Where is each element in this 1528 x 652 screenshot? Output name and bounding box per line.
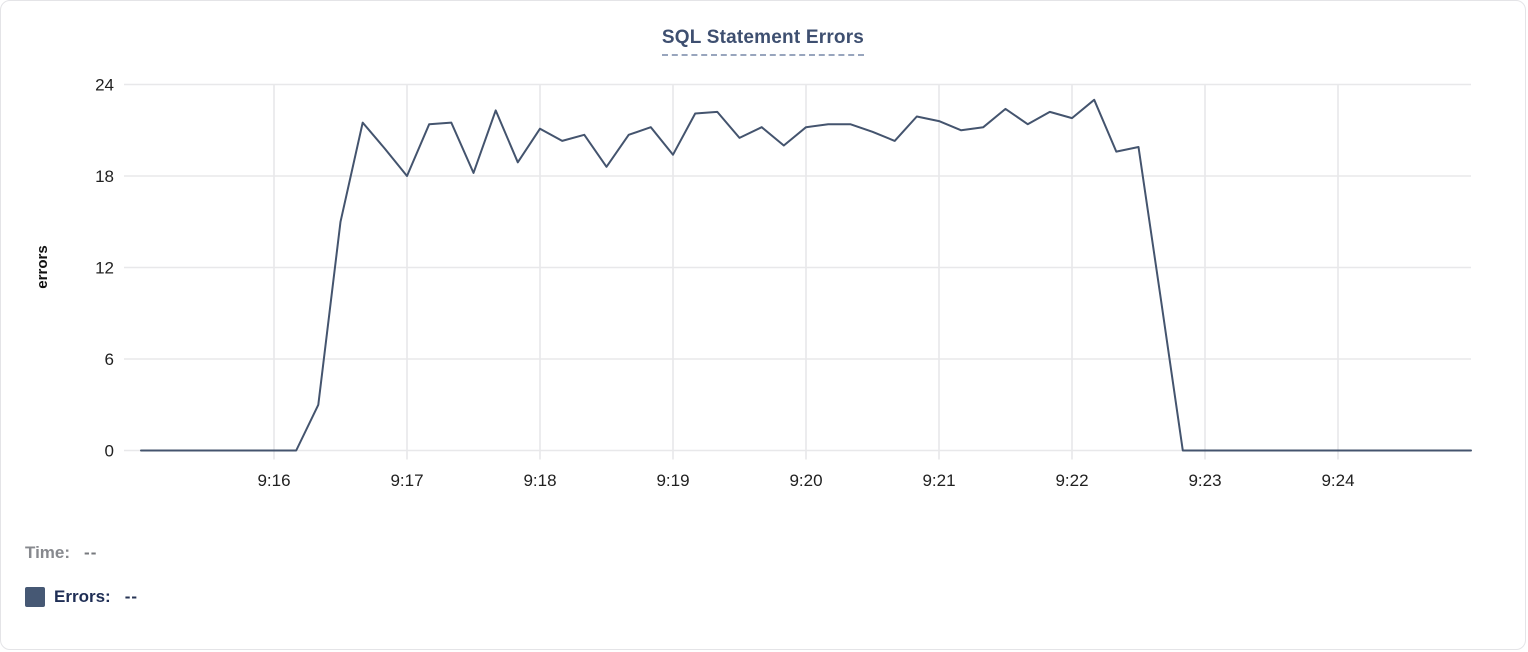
y-tick-label: 6 bbox=[105, 350, 114, 369]
y-tick-label: 0 bbox=[105, 442, 114, 461]
x-tick-label: 9:22 bbox=[1055, 471, 1088, 490]
x-tick-label: 9:16 bbox=[257, 471, 290, 490]
y-tick-label: 24 bbox=[95, 76, 114, 95]
hover-readout-time: Time: -- bbox=[25, 543, 97, 563]
errors-readout-label: Errors: bbox=[54, 587, 111, 606]
x-tick-label: 9:18 bbox=[523, 471, 556, 490]
y-tick-label: 12 bbox=[95, 259, 114, 278]
x-tick-label: 9:24 bbox=[1321, 471, 1354, 490]
errors-series-swatch bbox=[25, 587, 45, 607]
x-tick-label: 9:17 bbox=[390, 471, 423, 490]
errors-series-line bbox=[140, 98, 1472, 452]
x-tick-label: 9:20 bbox=[789, 471, 822, 490]
chart-header: SQL Statement Errors bbox=[1, 27, 1525, 56]
x-tick-label: 9:21 bbox=[922, 471, 955, 490]
x-tick-label: 9:19 bbox=[656, 471, 689, 490]
y-axis-title: errors bbox=[34, 245, 51, 288]
time-readout-label: Time: bbox=[25, 543, 71, 562]
errors-readout-value: -- bbox=[124, 587, 139, 606]
chart-title[interactable]: SQL Statement Errors bbox=[661, 27, 865, 56]
time-readout-value: -- bbox=[84, 543, 98, 562]
y-tick-label: 18 bbox=[95, 167, 114, 186]
x-tick-label: 9:23 bbox=[1188, 471, 1221, 490]
errors-line-chart: 0 6 12 18 24 9:16 9:17 9:18 9:19 9:20 9:21 9:22 9:23… bbox=[34, 76, 1472, 490]
hover-readout-errors: Errors: -- bbox=[25, 587, 138, 607]
